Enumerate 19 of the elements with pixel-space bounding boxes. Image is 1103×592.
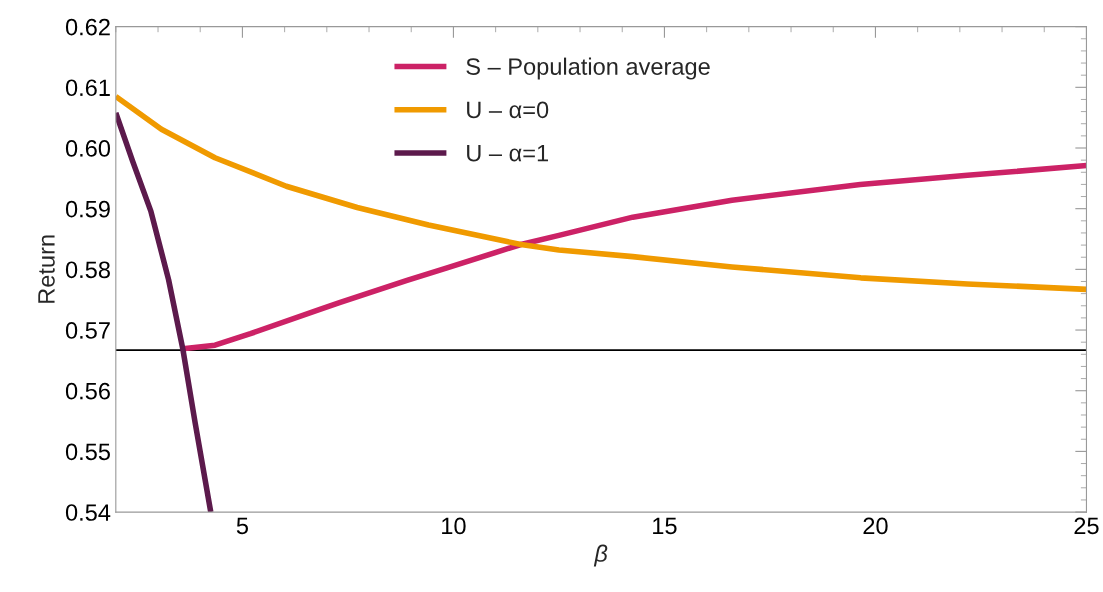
legend-label: U – α=1 xyxy=(467,144,549,162)
y-tick-label: 0.57 xyxy=(65,322,110,339)
y-tick-label: 0.54 xyxy=(65,504,111,521)
x-tick-label: 25 xyxy=(1074,517,1099,535)
legend-label: S – Population average xyxy=(466,57,710,80)
y-tick-label: 0.56 xyxy=(65,382,110,400)
y-tick-label: 0.62 xyxy=(65,18,110,36)
y-axis-title: Return xyxy=(38,235,55,303)
y-tick-label: 0.55 xyxy=(65,443,110,461)
x-tick-label: 10 xyxy=(442,517,466,535)
x-tick-label: 15 xyxy=(653,517,677,535)
x-tick-label: 5 xyxy=(236,517,248,535)
y-tick-label: 0.61 xyxy=(65,79,110,97)
x-tick-label: 20 xyxy=(863,517,888,535)
y-tick-label: 0.59 xyxy=(65,200,110,218)
x-axis-title: β xyxy=(593,544,608,567)
y-tick-label: 0.58 xyxy=(65,261,110,279)
legend-label: U – α=0 xyxy=(467,101,549,119)
y-tick-label: 0.60 xyxy=(65,140,111,157)
